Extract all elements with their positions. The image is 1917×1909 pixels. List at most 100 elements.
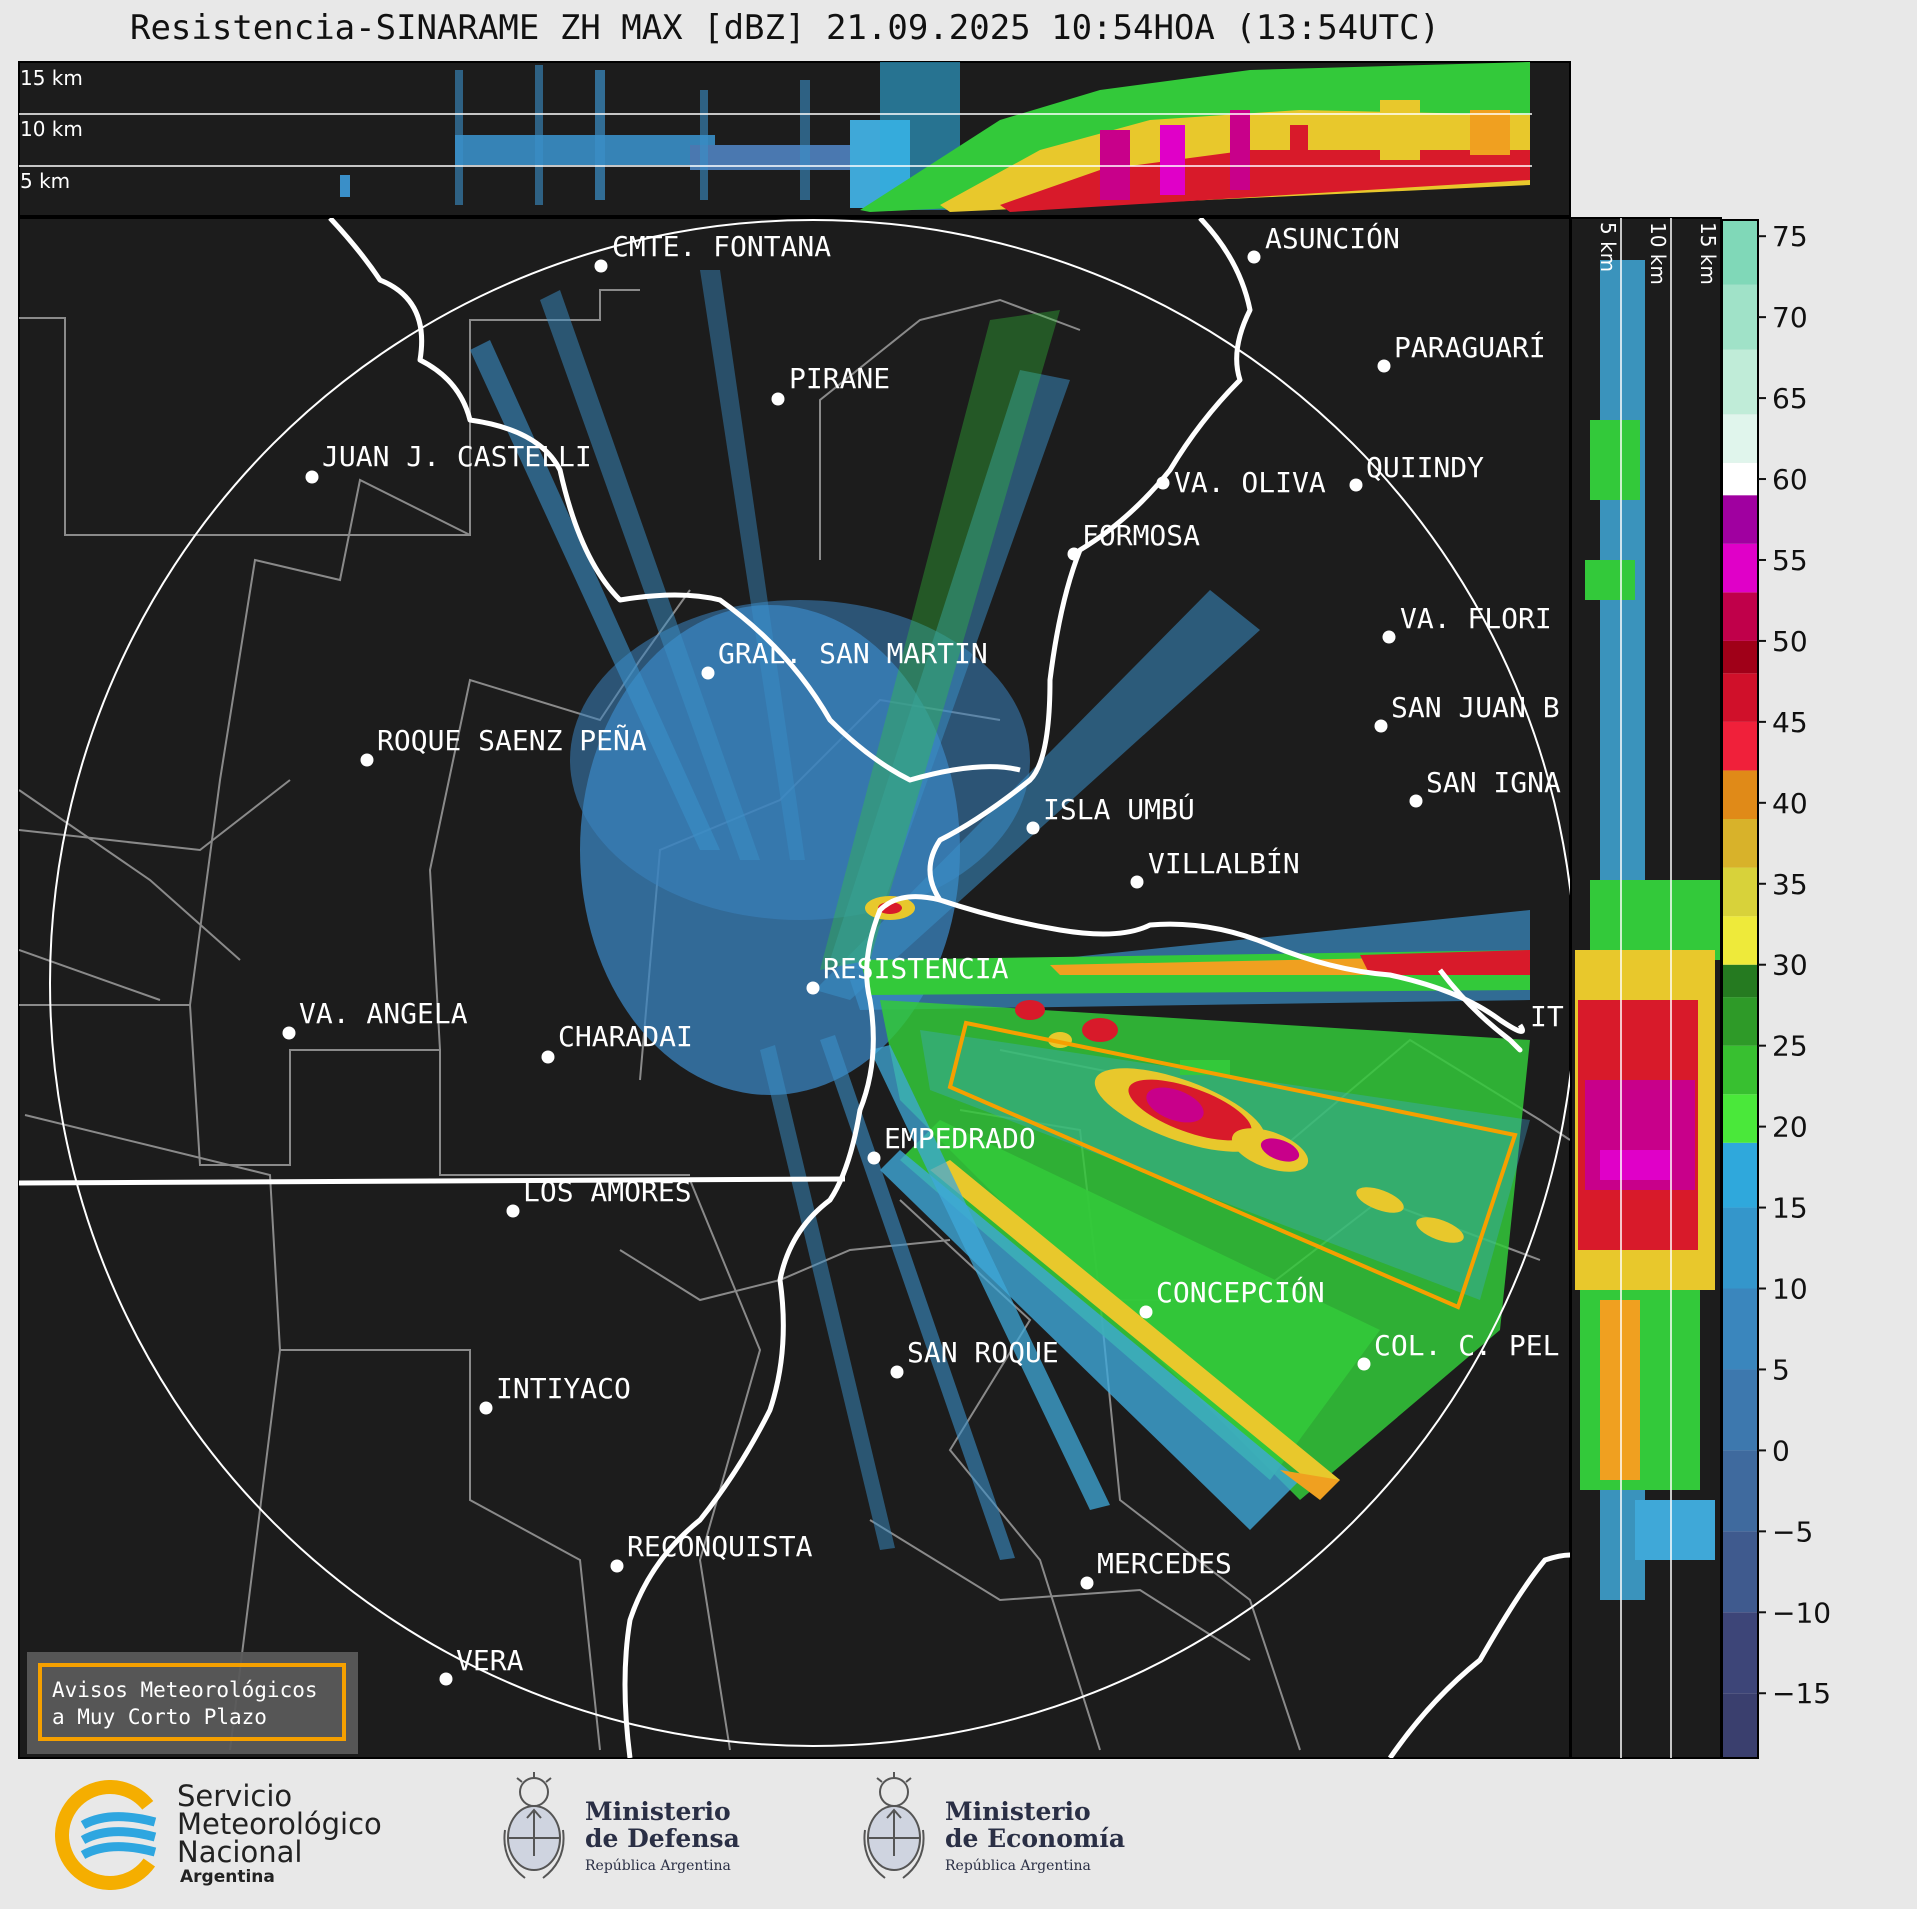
radar-map: CMTE. FONTANA ASUNCIÓN PIRANE PARAGUARÍ JUAN… (18, 217, 1571, 1759)
colorbar-band (1722, 592, 1758, 641)
coat-of-arms-icon (503, 1772, 565, 1879)
city-label: EMPEDRADO (884, 1122, 1036, 1155)
city-label: SAN IGNA (1426, 766, 1561, 799)
colorbar-band (1722, 1450, 1758, 1532)
colorbar-band (1722, 284, 1758, 350)
colorbar-tick-label: 25 (1772, 1030, 1808, 1063)
colorbar-band (1722, 495, 1758, 544)
city-marker (1374, 719, 1388, 733)
city-marker (1080, 1576, 1094, 1590)
city-marker (1156, 476, 1170, 490)
city-marker (439, 1672, 453, 1686)
colorbar-band (1722, 349, 1758, 415)
city-marker (1026, 821, 1040, 835)
city-label: VERA (456, 1644, 524, 1677)
colorbar-band (1722, 220, 1758, 285)
city-marker (1139, 1305, 1153, 1319)
colorbar-tick-label: 5 (1772, 1353, 1790, 1386)
economia-name: Ministerio de Economía (945, 1798, 1125, 1852)
city-label: VA. ANGELA (299, 997, 468, 1030)
colorbar-band (1722, 770, 1758, 820)
city-label: INTIYACO (496, 1372, 631, 1405)
range-ring (49, 219, 1570, 1747)
height-label: 5 km (20, 169, 70, 193)
city-label: CMTE. FONTANA (612, 230, 831, 263)
city-label: GRAL. SAN MARTIN (718, 637, 988, 670)
colorbar-band (1722, 1369, 1758, 1451)
city-marker (1130, 875, 1144, 889)
city-label: QUIINDY (1366, 451, 1484, 484)
city-label: PARAGUARÍ (1394, 330, 1546, 364)
city-label: CONCEPCIÓN (1156, 1275, 1325, 1309)
colorbar-band (1722, 673, 1758, 722)
city-marker (867, 1151, 881, 1165)
colorbar-tick-label: 35 (1772, 868, 1808, 901)
colorbar-band (1722, 721, 1758, 771)
city-marker (890, 1365, 904, 1379)
city-label: IT (1530, 1000, 1564, 1033)
city-label: RESISTENCIA (823, 952, 1009, 985)
colorbar-tick-label: 10 (1772, 1273, 1808, 1306)
coat-of-arms-icon (863, 1772, 925, 1879)
legend-swatch (38, 1663, 346, 1741)
colorbar-band (1722, 1045, 1758, 1095)
city-label: VA. OLIVA (1174, 466, 1326, 499)
colorbar-tick-label: 0 (1772, 1434, 1790, 1467)
colorbar-band (1722, 819, 1758, 868)
defensa-name-line: Ministerio (585, 1797, 731, 1826)
city-label: ASUNCIÓN (1265, 221, 1400, 255)
colorbar-band (1722, 1094, 1758, 1143)
height-label: 10 km (20, 117, 83, 141)
height-label: 5 km (1596, 222, 1620, 272)
city-label: ROQUE SAENZ PEÑA (377, 723, 647, 757)
city-marker (1067, 547, 1081, 561)
city-label: COL. C. PEL (1374, 1329, 1559, 1362)
smn-name-line: Servicio (177, 1779, 293, 1813)
reflectivity-echoes (470, 270, 1530, 1560)
colorbar-tick-label: 60 (1772, 463, 1808, 496)
city-label: ISLA UMBÚ (1043, 792, 1195, 826)
colorbar-tick-label: −10 (1772, 1596, 1831, 1629)
city-marker (1349, 478, 1363, 492)
smn-name: Servicio Meteorológico Nacional (177, 1779, 382, 1867)
defensa-logo: Ministerio de Defensa República Argentin… (495, 1770, 775, 1890)
city-marker (1377, 359, 1391, 373)
city-label: VILLALBÍN (1148, 846, 1300, 880)
city-marker (506, 1204, 520, 1218)
colorbar-band (1722, 462, 1758, 496)
colorbar-tick-label: 40 (1772, 787, 1808, 820)
colorbar-tick-label: 55 (1772, 544, 1808, 577)
economia-name-line: de Economía (945, 1824, 1126, 1853)
economia-name-line: Ministerio (945, 1797, 1091, 1826)
city-label: JUAN J. CASTELLI (322, 440, 592, 473)
smn-name-line: Meteorológico (177, 1807, 382, 1841)
city-marker (594, 259, 608, 273)
colorbar-band (1722, 997, 1758, 1046)
smn-logo: Servicio Meteorológico Nacional Argentin… (55, 1770, 395, 1890)
colorbar-tick-label: 15 (1772, 1192, 1808, 1225)
city-label: MERCEDES (1097, 1547, 1232, 1580)
city-marker (1357, 1357, 1371, 1371)
colorbar-band (1722, 1142, 1758, 1208)
economia-country: República Argentina (945, 1858, 1091, 1874)
city-marker (305, 470, 319, 484)
colorbar-tick-label: 30 (1772, 949, 1808, 982)
city-label: PIRANE (789, 362, 890, 395)
economia-logo: Ministerio de Economía República Argenti… (855, 1770, 1155, 1890)
city-marker (282, 1026, 296, 1040)
colorbar-band (1722, 916, 1758, 965)
colorbar-tick-label: 65 (1772, 382, 1808, 415)
city-marker (1247, 250, 1261, 264)
warning-legend: Avisos Meteorológicos a Muy Corto Plazo (27, 1652, 358, 1754)
colorbar-band (1722, 414, 1758, 463)
city-marker (701, 666, 715, 680)
defensa-country: República Argentina (585, 1858, 731, 1874)
colorbar-band (1722, 1531, 1758, 1613)
colorbar-tick-label: 75 (1772, 220, 1808, 253)
top-cross-section-panel: 15 km 10 km 5 km (18, 61, 1571, 217)
colorbar-band (1722, 964, 1758, 998)
city-label: FORMOSA (1082, 519, 1200, 552)
city-marker (771, 392, 785, 406)
international-borders (19, 218, 1570, 1758)
